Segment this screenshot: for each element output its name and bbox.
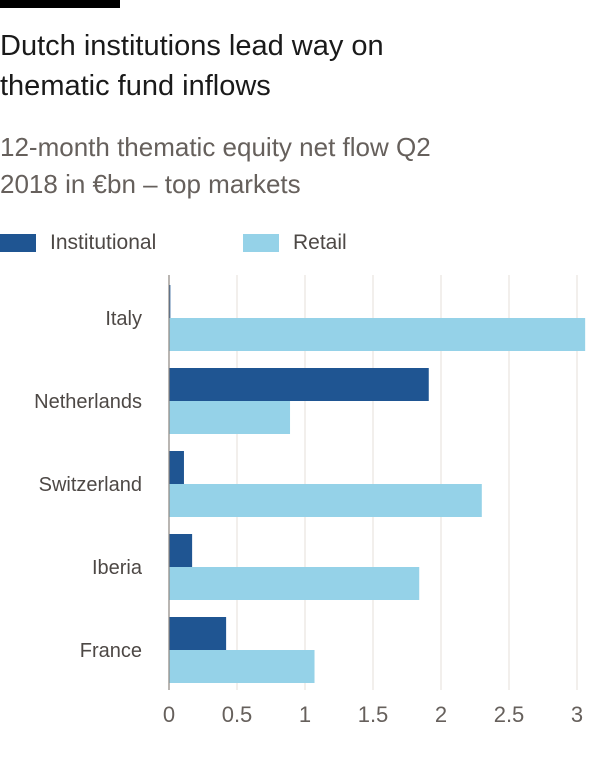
category-label: France bbox=[80, 640, 142, 662]
legend-swatch-institutional bbox=[0, 234, 36, 252]
legend: Institutional Retail bbox=[0, 228, 600, 258]
title-line-2: thematic fund inflows bbox=[0, 70, 271, 102]
bar-institutional-netherlands bbox=[169, 368, 429, 401]
category-label: Netherlands bbox=[34, 391, 142, 413]
category-label: Switzerland bbox=[39, 474, 142, 496]
category-label: Iberia bbox=[92, 557, 143, 579]
bar-institutional-switzerland bbox=[169, 451, 184, 484]
title-line-1: Dutch institutions lead way on bbox=[0, 30, 384, 62]
category-label: Italy bbox=[105, 308, 142, 330]
x-tick-label: 0.5 bbox=[222, 702, 253, 727]
subtitle-line-1: 12-month thematic equity net flow Q2 bbox=[0, 132, 431, 162]
bar-retail-iberia bbox=[169, 567, 420, 600]
x-tick-label: 3 bbox=[571, 702, 583, 727]
chart-subtitle: 12-month thematic equity net flow Q2 201… bbox=[0, 129, 580, 203]
x-tick-label: 2.5 bbox=[494, 702, 525, 727]
legend-label-retail: Retail bbox=[293, 231, 347, 254]
bar-retail-france bbox=[169, 650, 315, 683]
chart-title: Dutch institutions lead way on thematic … bbox=[0, 26, 580, 106]
brand-bar bbox=[0, 0, 120, 8]
x-tick-label: 0 bbox=[163, 702, 175, 727]
legend-item-institutional: Institutional bbox=[0, 228, 156, 258]
bar-retail-netherlands bbox=[169, 401, 291, 434]
subtitle-line-2: 2018 in €bn – top markets bbox=[0, 169, 301, 199]
legend-swatch-retail bbox=[243, 234, 279, 252]
x-tick-label: 1.5 bbox=[358, 702, 389, 727]
bar-retail-switzerland bbox=[169, 484, 482, 517]
bar-institutional-italy bbox=[169, 285, 171, 318]
x-tick-label: 2 bbox=[435, 702, 447, 727]
bar-retail-italy bbox=[169, 318, 586, 351]
x-tick-label: 1 bbox=[299, 702, 311, 727]
bar-institutional-iberia bbox=[169, 534, 193, 567]
legend-label-institutional: Institutional bbox=[50, 231, 157, 254]
bar-institutional-france bbox=[169, 617, 227, 650]
legend-item-retail: Retail bbox=[243, 228, 347, 258]
